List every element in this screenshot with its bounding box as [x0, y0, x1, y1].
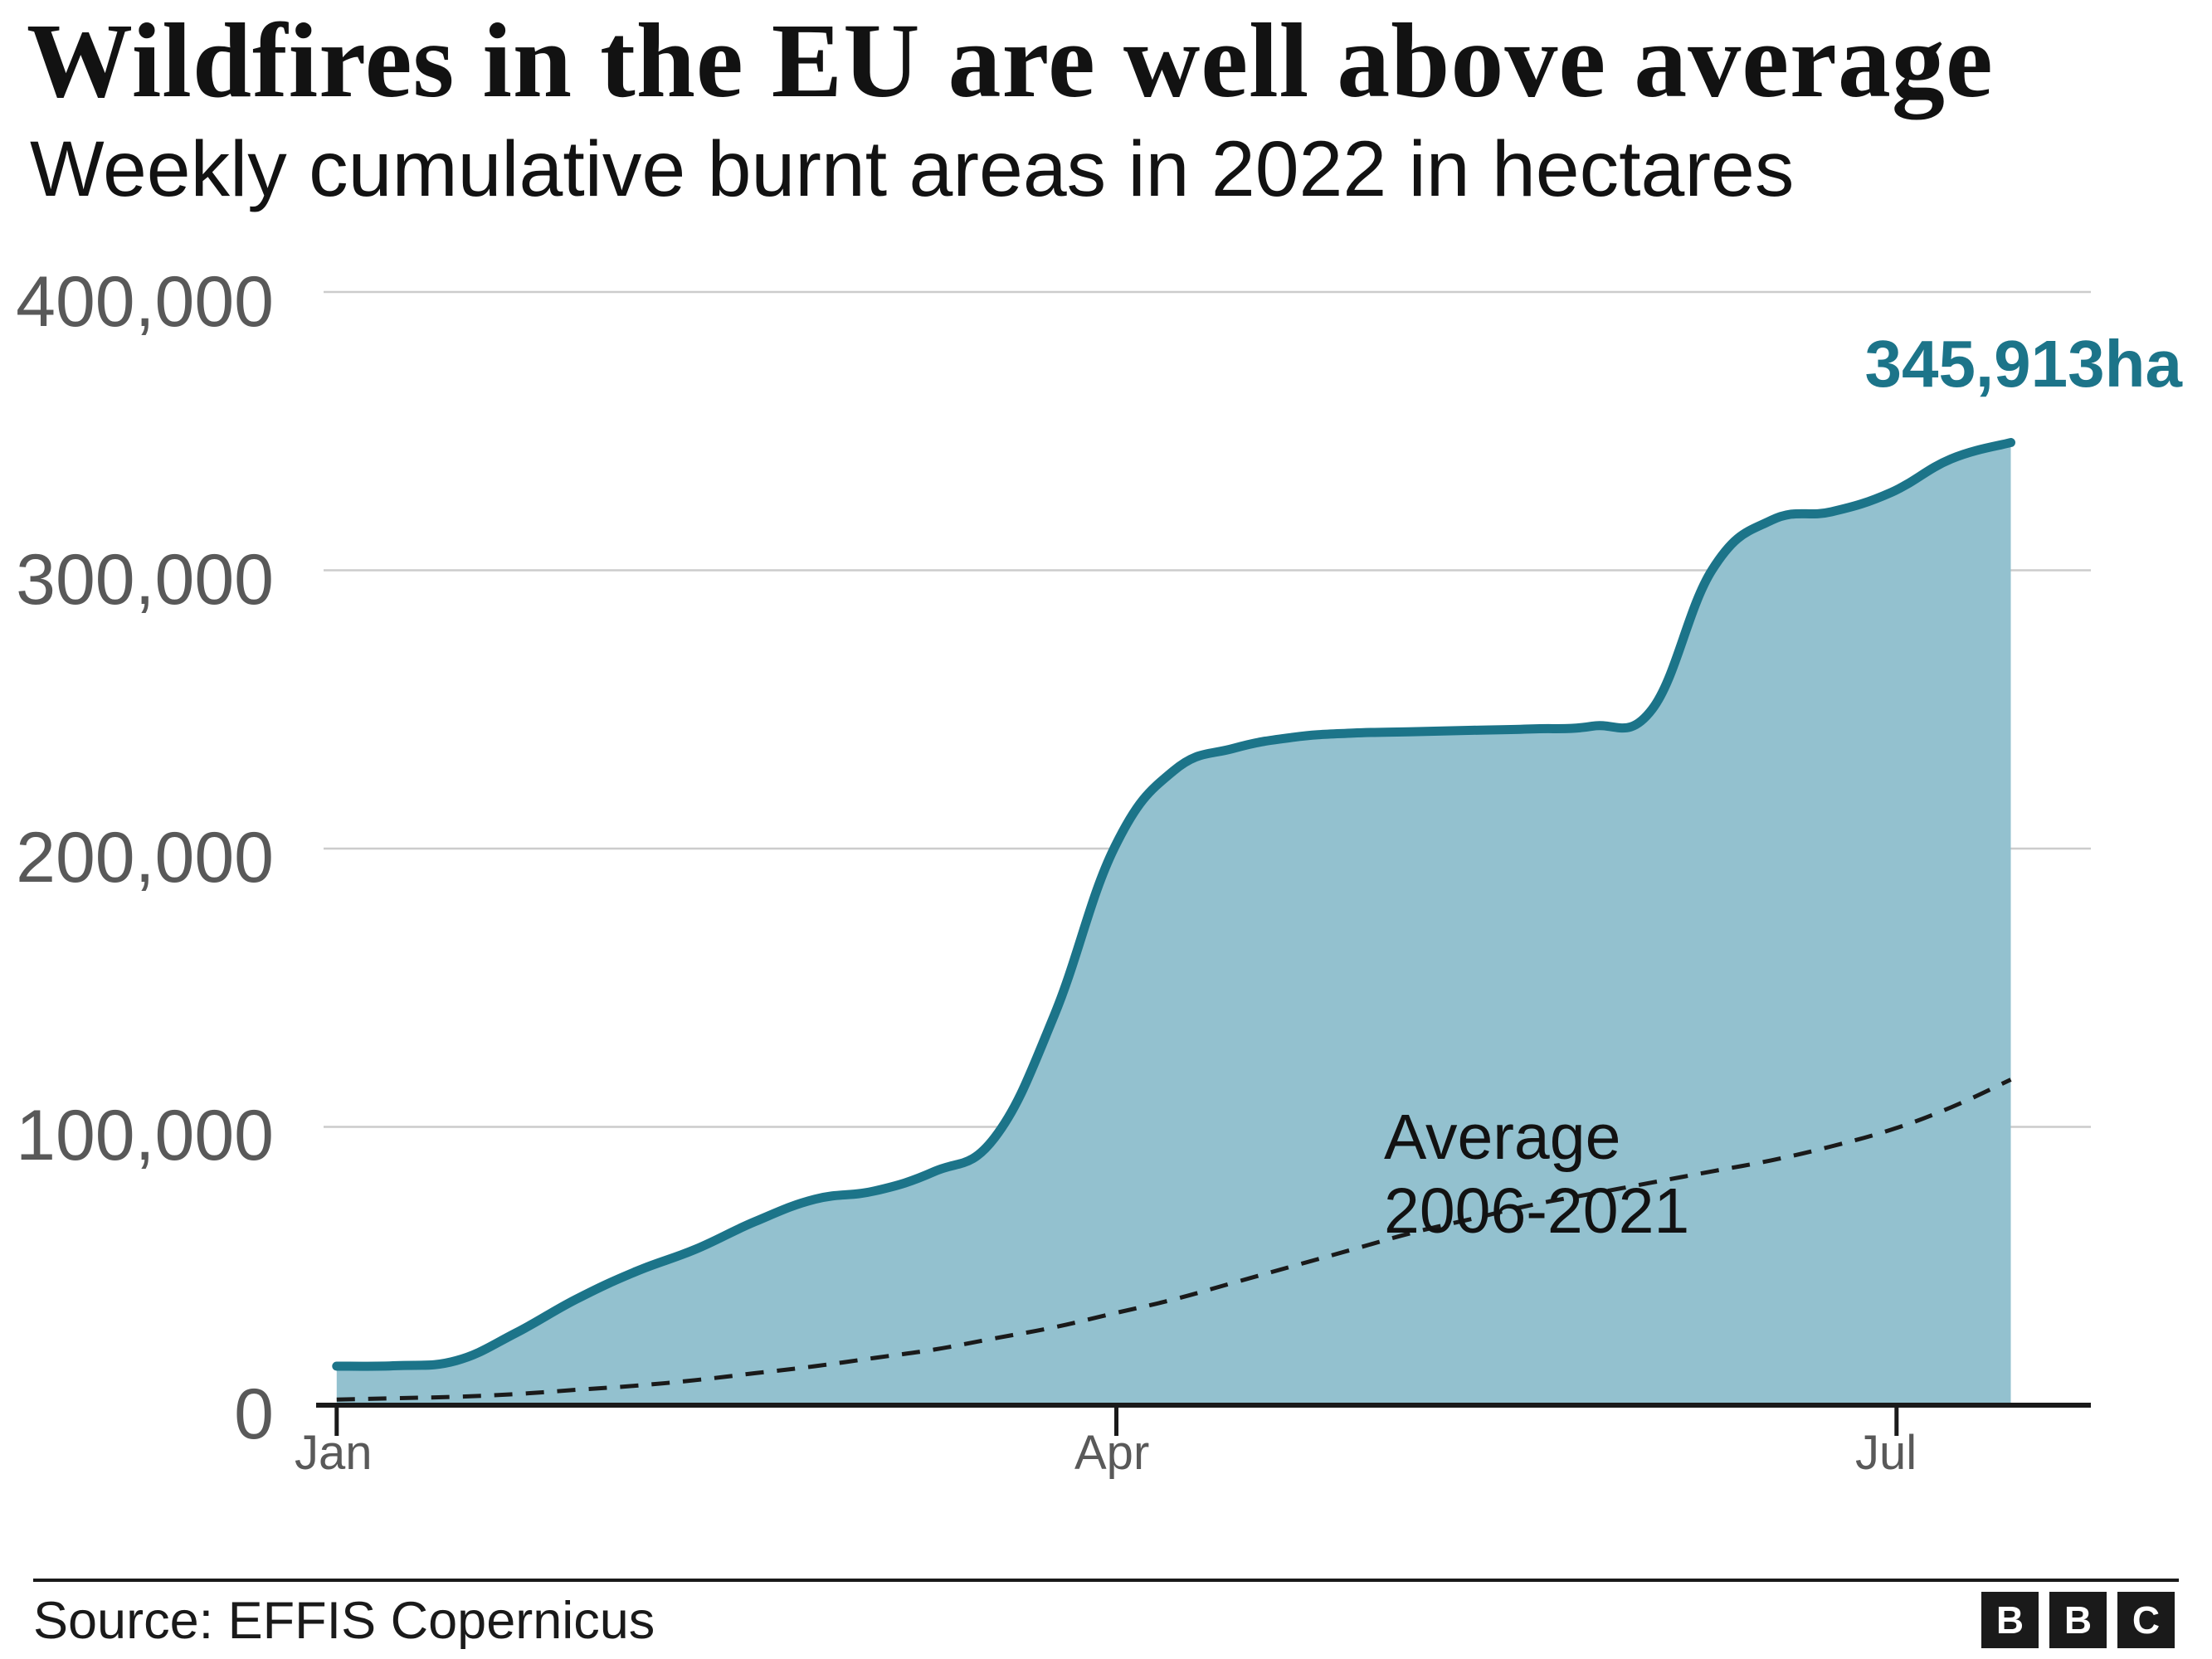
- svg-text:B: B: [2064, 1598, 2092, 1642]
- svg-text:C: C: [2132, 1598, 2160, 1642]
- svg-text:B: B: [1996, 1598, 2024, 1642]
